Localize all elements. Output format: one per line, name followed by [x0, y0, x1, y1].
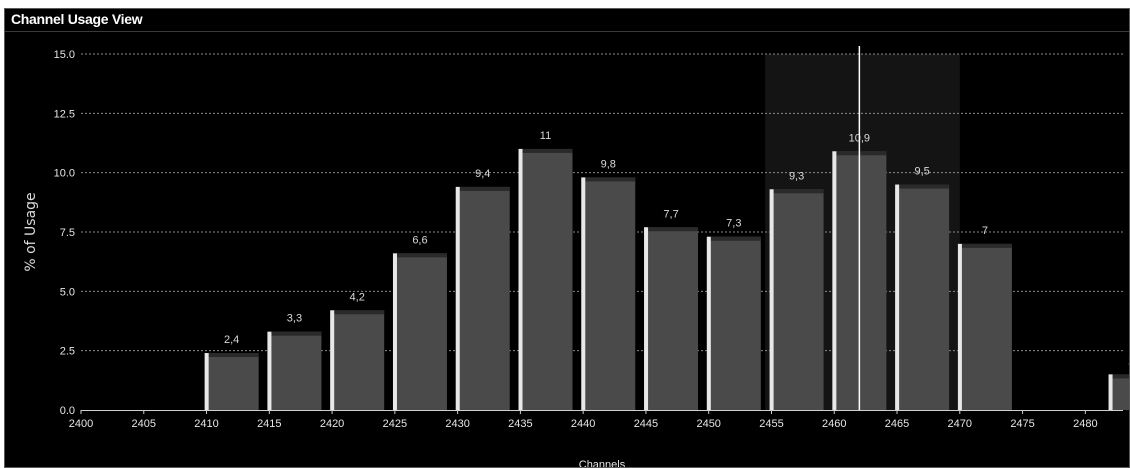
channel-usage-chart: 0.0 2.5 5.0 7.5 10.0 12.5 15.0 % of Usage 2,4 3,3…	[23, 46, 1129, 467]
bar-value-label: 4,2	[350, 291, 365, 303]
bar	[957, 243, 1012, 410]
bar-edge	[895, 184, 900, 410]
bar-edge	[455, 186, 460, 410]
bar-cap	[895, 184, 950, 189]
x-tick-label: 2460	[822, 418, 846, 430]
bar	[455, 186, 510, 410]
x-tick-label: 2415	[257, 418, 281, 430]
x-tick-label: 2470	[948, 418, 972, 430]
x-tick-label: 2445	[634, 418, 658, 430]
bar-cap	[769, 189, 824, 194]
y-tick-label: 5.0	[60, 286, 75, 298]
bar	[518, 148, 573, 410]
bar	[895, 184, 950, 410]
y-tick-label: 15.0	[54, 49, 75, 61]
bar-value-label: 7	[982, 225, 988, 237]
x-tick-label: 2475	[1010, 418, 1034, 430]
bar-cap	[267, 331, 322, 336]
bar-edge	[957, 243, 962, 410]
bar	[267, 331, 322, 410]
panel-titlebar: Channel Usage View	[5, 9, 1129, 32]
x-tick-label: 2480	[1073, 418, 1097, 430]
x-tick-label: 2425	[383, 418, 407, 430]
bar-value-label: 9,3	[789, 170, 804, 182]
x-tick-label: 2410	[194, 418, 218, 430]
y-tick-label: 7.5	[60, 227, 75, 239]
bar-edge	[267, 331, 272, 410]
bar-edge	[769, 189, 774, 410]
bar	[330, 310, 385, 410]
x-tick-label: 2420	[320, 418, 344, 430]
bar	[1108, 374, 1129, 410]
bar-cap	[957, 243, 1012, 248]
bar-edge	[518, 148, 523, 410]
bar-cap	[204, 353, 259, 358]
panel-title: Channel Usage View	[11, 11, 143, 27]
x-tick-label: 2455	[759, 418, 783, 430]
bar-cap	[455, 186, 510, 191]
bar-value-label: 7,3	[726, 218, 741, 230]
x-tick-label: 2400	[69, 418, 93, 430]
bar	[392, 253, 447, 410]
bar-value-label: 9,5	[914, 166, 929, 178]
bar-cap	[1108, 374, 1129, 379]
bar-cap	[644, 227, 699, 232]
y-tick-label: 12.5	[54, 108, 75, 120]
bar-edge	[330, 310, 335, 410]
bar	[769, 189, 824, 410]
bar-value-label: 1,5	[1128, 355, 1129, 367]
x-tick-label: 2440	[571, 418, 595, 430]
x-tick-label: 2430	[445, 418, 469, 430]
bar-value-label: 6,6	[412, 234, 427, 246]
bar-value-label: 3,3	[287, 313, 302, 325]
bar-edge	[706, 236, 711, 410]
bar-edge	[204, 353, 209, 410]
bar-edge	[1108, 374, 1113, 410]
bar-value-label: 11	[540, 130, 551, 142]
x-tick-label: 2465	[885, 418, 909, 430]
y-axis-title: % of Usage	[23, 192, 39, 271]
channel-usage-panel: Channel Usage View 0.0 2.5 5.0 7.5 10.0 12.5 1…	[4, 8, 1130, 468]
bar-cap	[330, 310, 385, 315]
bar-cap	[518, 148, 573, 153]
bar-value-label: 9,4	[475, 168, 490, 180]
bar-edge	[392, 253, 397, 410]
bar	[204, 353, 259, 410]
bar-cap	[392, 253, 447, 258]
x-tick-label: 2405	[132, 418, 156, 430]
bar-cap	[706, 236, 761, 241]
bar	[581, 177, 636, 410]
bar-value-label: 9,8	[601, 158, 616, 170]
y-tick-label: 10.0	[54, 168, 75, 180]
bar-cap	[581, 177, 636, 182]
bar	[706, 236, 761, 410]
bar-edge	[832, 151, 837, 410]
bar-edge	[644, 227, 649, 410]
y-tick-label: 0.0	[60, 405, 75, 417]
bar-value-label: 7,7	[663, 208, 678, 220]
bar	[644, 227, 699, 410]
x-tick-label: 2450	[696, 418, 720, 430]
x-tick-label: 2435	[508, 418, 532, 430]
x-axis-title: Channels	[579, 459, 626, 467]
bar-edge	[581, 177, 586, 410]
y-tick-label: 2.5	[60, 346, 75, 358]
bar-value-label: 2,4	[224, 334, 239, 346]
